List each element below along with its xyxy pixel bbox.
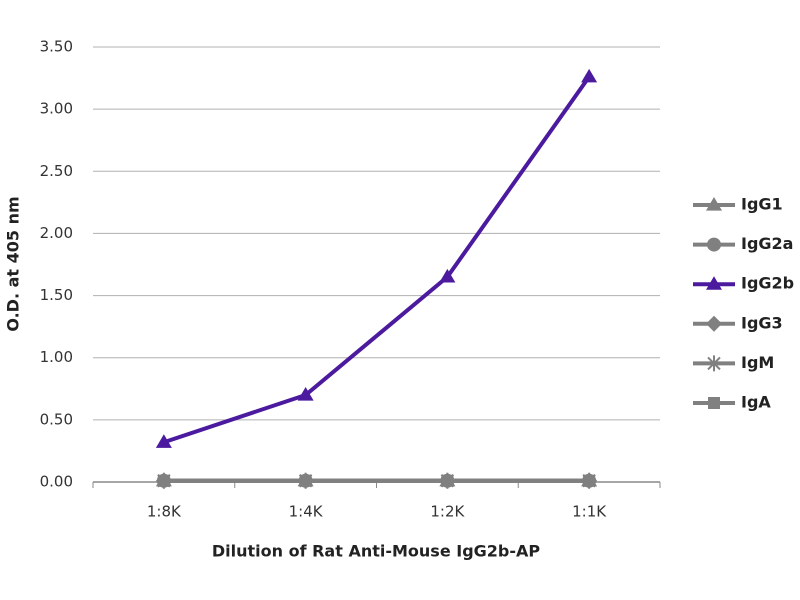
x-tick-label: 1:8K [147, 503, 182, 521]
y-tick-label: 1.00 [40, 348, 73, 366]
series-line [163, 75, 591, 445]
legend-marker [707, 237, 721, 252]
y-tick-label: 2.50 [40, 162, 73, 180]
legend-marker [707, 355, 721, 372]
marker [157, 474, 170, 487]
legend-label: IgM [741, 353, 774, 372]
legend-label: IgG1 [741, 195, 783, 214]
y-tick-label: 0.50 [40, 410, 73, 428]
legend-marker [706, 197, 722, 211]
x-axis-label: Dilution of Rat Anti-Mouse IgG2b-AP [212, 542, 541, 561]
x-tick-label: 1:4K [289, 503, 324, 521]
y-tick-label: 3.00 [40, 100, 73, 118]
y-tick-label: 1.50 [40, 286, 73, 304]
marker [583, 474, 596, 487]
legend-label: IgA [741, 393, 771, 412]
legend-marker [706, 315, 722, 332]
y-tick-label: 0.00 [40, 473, 73, 491]
marker [581, 68, 598, 83]
legend-marker [706, 276, 722, 290]
marker [297, 387, 314, 401]
legend-label: IgG2a [741, 234, 793, 253]
legend-marker [708, 397, 720, 409]
marker [299, 474, 312, 487]
x-tick-label: 1:2K [430, 503, 465, 521]
marker [441, 474, 454, 487]
y-tick-label: 3.50 [40, 38, 73, 56]
y-axis-label: O.D. at 405 nm [4, 196, 23, 331]
legend-label: IgG3 [741, 313, 783, 332]
y-tick-label: 2.00 [40, 224, 73, 242]
x-tick-label: 1:1K [572, 503, 607, 521]
marker [439, 268, 456, 283]
legend-label: IgG2b [741, 274, 794, 293]
marker [155, 434, 172, 448]
